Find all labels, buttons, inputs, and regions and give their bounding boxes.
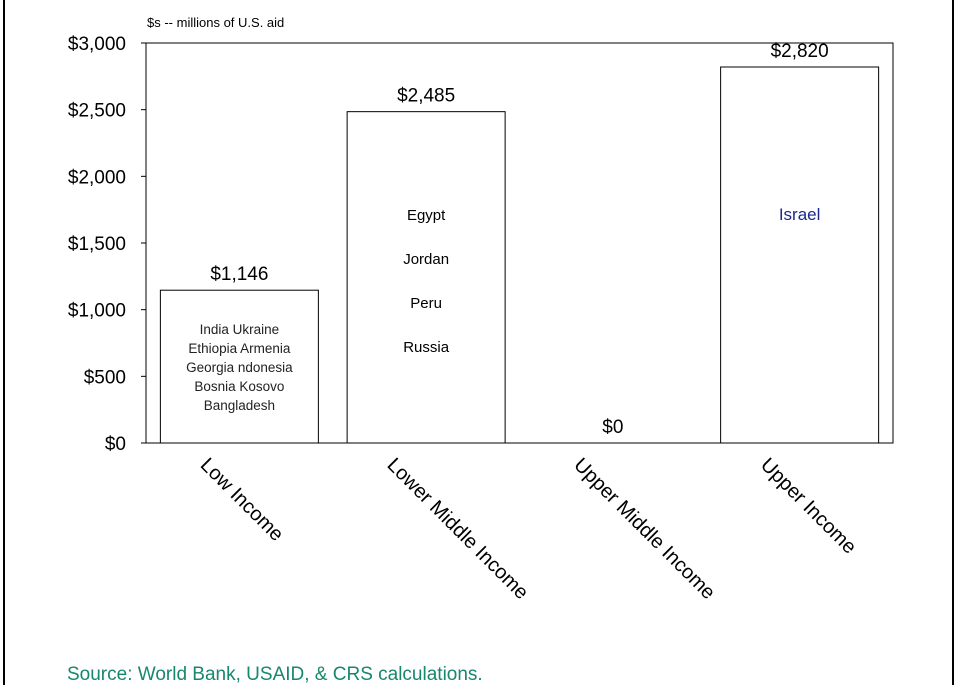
y-tick-label: $3,000 [68,34,126,55]
bar-note: Jordan [403,251,449,268]
bar-note: India Ukraine [200,322,280,337]
bar-note: Russia [403,339,450,356]
y-tick-label: $500 [84,367,126,388]
bar [159,289,319,444]
bar [346,111,506,444]
bar-note: Bosnia Kosovo [194,379,284,394]
y-tick-label: $0 [105,434,126,455]
bar [720,66,880,444]
x-tick-label: Upper Middle Income [569,454,719,604]
y-tick-label: $2,500 [68,101,126,122]
bar-value-label: $2,820 [771,41,829,62]
bar-value-label: $1,146 [210,264,268,285]
bar-note: Bangladesh [204,398,275,413]
y-tick-label: $2,000 [68,167,126,188]
y-tick-label: $1,500 [68,234,126,255]
bar-value-label: $0 [602,417,623,438]
bar-note: Israel [779,205,821,224]
source-note: Source: World Bank, USAID, & CRS calcula… [67,664,483,685]
y-tick-label: $1,000 [68,301,126,322]
bar-note: Georgia ndonesia [186,360,293,375]
bar-note: Peru [410,295,442,312]
x-tick-label: Upper Income [756,454,860,558]
bar-value-label: $2,485 [397,86,455,107]
unit-label: $s -- millions of U.S. aid [147,15,285,30]
x-tick-label: Low Income [196,454,288,546]
bar-note: Ethiopia Armenia [188,341,291,356]
bar-note: Egypt [407,207,446,224]
x-tick-label: Lower Middle Income [383,454,533,604]
